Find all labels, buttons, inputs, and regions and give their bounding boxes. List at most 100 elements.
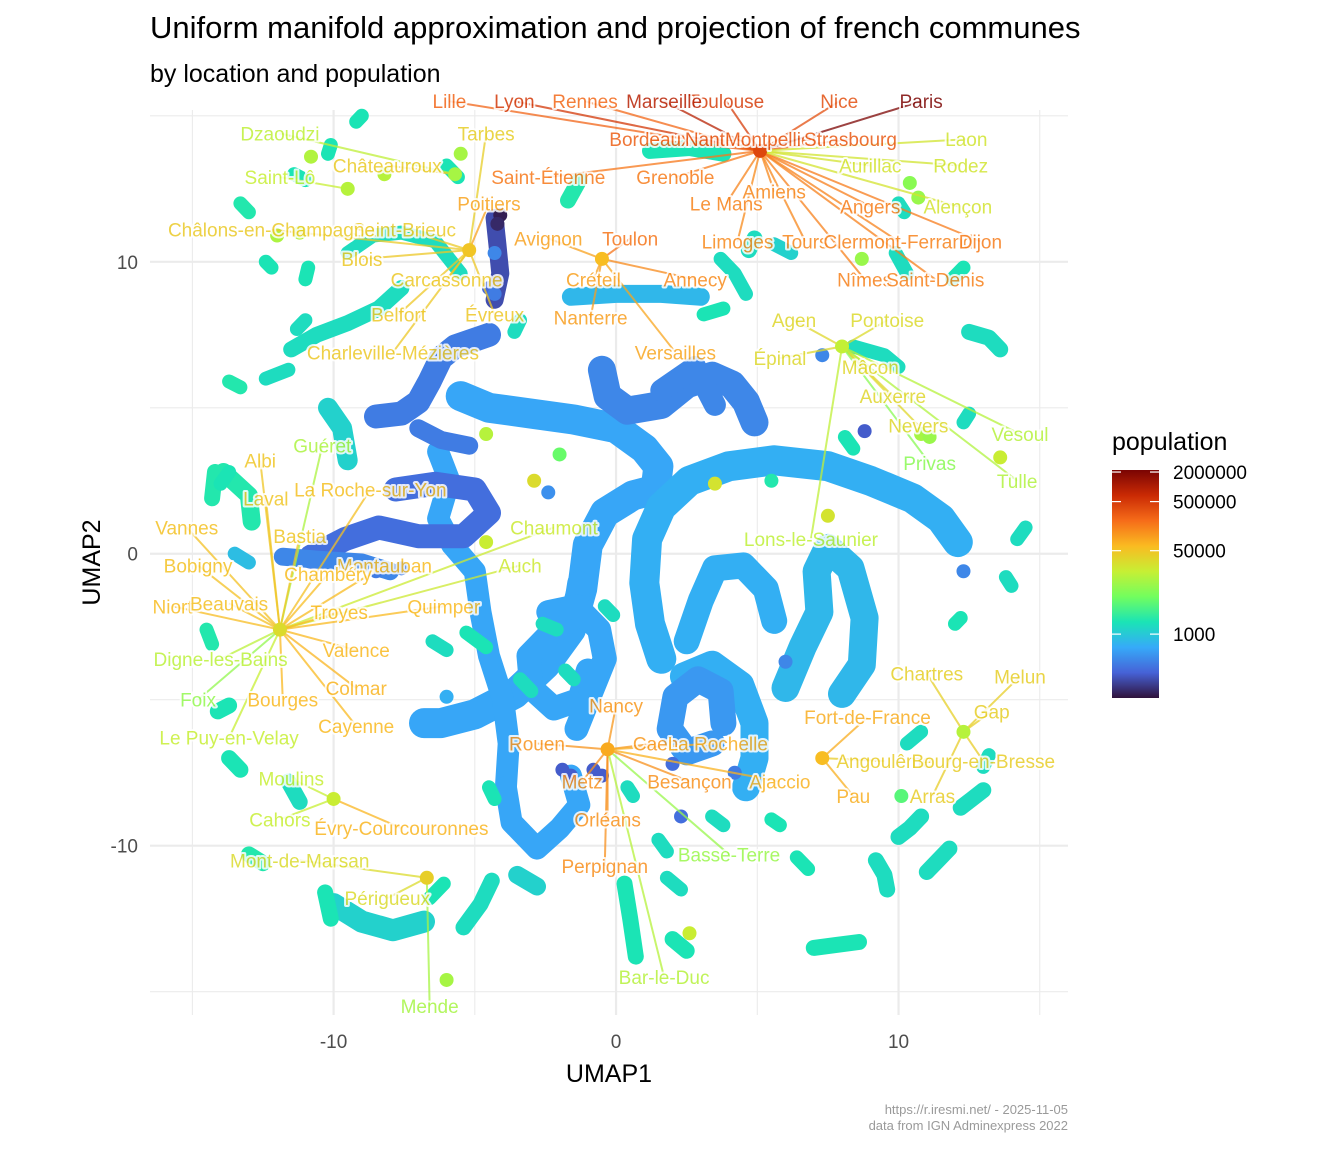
population-legend: population 2000000 500000 50000 1000 (1112, 428, 1247, 698)
commune-track (364, 322, 501, 429)
city-label: Toulon (602, 229, 658, 250)
commune-point (682, 926, 697, 941)
x-axis-label: UMAP1 (566, 1060, 652, 1088)
label-segment (333, 798, 402, 830)
label-segment (759, 149, 871, 208)
label-segment (649, 138, 761, 152)
city-label: Melun (994, 667, 1046, 688)
label-segment (606, 749, 666, 978)
commune-point (665, 756, 680, 771)
commune-track (535, 616, 564, 637)
commune-point (956, 564, 971, 579)
label-segments (172, 100, 1021, 1007)
city-label: Basse-Terre (678, 845, 780, 866)
commune-point (820, 508, 835, 523)
label-segment (299, 859, 427, 879)
city-label: Saint-Lô (245, 168, 316, 189)
city-label: Quimper (407, 597, 481, 618)
city-hub-point (594, 251, 609, 266)
commune-track (455, 872, 500, 936)
label-segment (279, 628, 357, 689)
commune-track (945, 260, 971, 287)
label-segment (290, 777, 335, 800)
label-segment (725, 100, 761, 152)
label-segment (536, 742, 608, 751)
legend-tick-label: 2000000 (1173, 463, 1247, 484)
commune-track (199, 622, 220, 652)
city-label: Colmar (326, 679, 388, 700)
commune-track (422, 876, 451, 906)
city-label: Saint-Brieuc (352, 221, 456, 242)
commune-track (805, 934, 867, 956)
city-label: Nancy (589, 697, 643, 718)
commune-track (280, 773, 308, 810)
label-segment (841, 345, 1021, 435)
commune-point (541, 485, 556, 500)
commune-point (490, 216, 505, 231)
city-label: Tours (782, 232, 828, 253)
label-segment (931, 731, 965, 797)
city-label: Paris (899, 92, 942, 113)
city-label: Pontoise (850, 311, 924, 332)
commune-track (289, 313, 313, 336)
city-hub-points (272, 143, 971, 885)
commune-track (705, 809, 731, 833)
commune-track (409, 419, 479, 455)
city-label: Dijon (959, 232, 1002, 253)
commune-track (318, 397, 358, 471)
city-label: Bar-le-Duc (619, 968, 710, 989)
city-label: Châteauroux (333, 156, 442, 177)
commune-point (439, 689, 454, 704)
label-segment (197, 628, 281, 701)
commune-track (349, 108, 369, 129)
label-segment (271, 228, 470, 252)
city-label: Carcassonne (391, 270, 503, 291)
commune-track (900, 724, 929, 751)
city-label: Toulouse (688, 92, 764, 113)
city-label: Alençon (924, 197, 993, 218)
label-segment (279, 629, 357, 727)
commune-track (642, 140, 732, 162)
commune-point (394, 561, 409, 576)
commune-track (867, 852, 896, 898)
city-label: Chaumont (510, 518, 598, 539)
label-segment (403, 228, 470, 252)
commune-track (771, 533, 879, 708)
label-segment (759, 150, 936, 281)
city-label: Auxerre (860, 387, 927, 408)
commune-track (233, 196, 256, 220)
label-segment (589, 258, 603, 318)
label-segment (607, 742, 718, 751)
commune-point (922, 429, 937, 444)
commune-point (479, 427, 494, 442)
commune-track (317, 884, 339, 927)
commune-point (857, 424, 872, 439)
city-label: Évry-Courcouronnes (314, 819, 488, 840)
label-segment (228, 602, 281, 631)
city-label: Vesoul (991, 425, 1048, 446)
commune-track (1010, 520, 1033, 547)
commune-track (789, 850, 816, 876)
city-label: Valence (323, 641, 390, 662)
city-hub-point (448, 167, 463, 182)
city-label: Moulins (258, 770, 323, 791)
label-segment (172, 605, 281, 631)
commune-point (487, 246, 502, 261)
y-tick-label: -10 (111, 837, 138, 858)
city-label: Clermont-Ferrand (824, 232, 974, 253)
city-label: Chambéry (284, 565, 372, 586)
legend-tick-label: 50000 (1173, 542, 1226, 563)
commune-track (673, 552, 788, 655)
commune-track (629, 445, 973, 674)
city-label: Nice (820, 92, 858, 113)
commune-point (377, 167, 392, 182)
city-label: Fort-de-France (804, 708, 931, 729)
commune-track (918, 840, 958, 880)
y-tick-label: 10 (117, 253, 138, 274)
commune-point (993, 450, 1008, 465)
city-label: Chartres (890, 664, 963, 685)
commune-track (536, 594, 617, 741)
